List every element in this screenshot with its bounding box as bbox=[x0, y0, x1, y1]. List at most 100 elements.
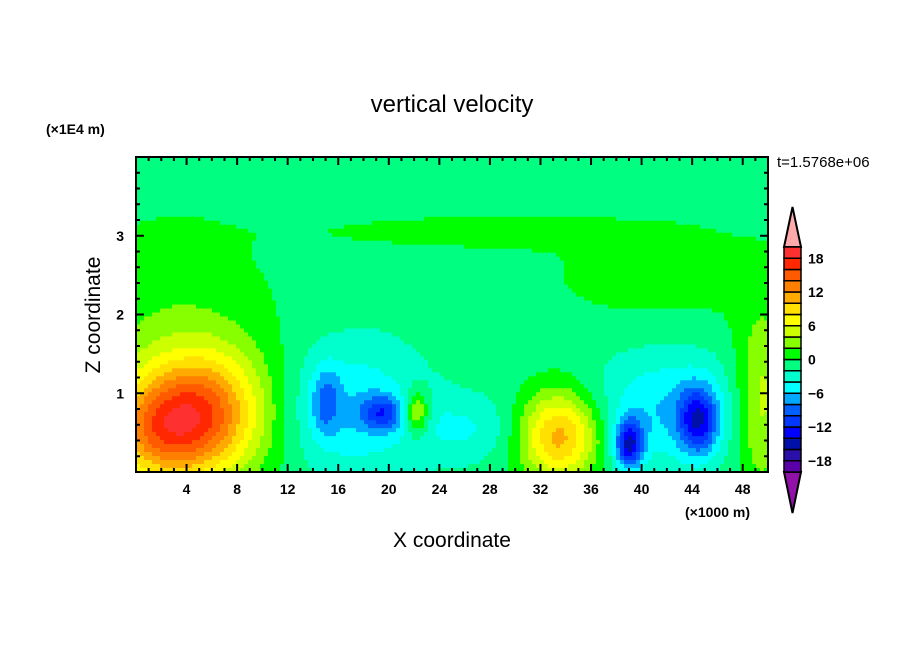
field-cell bbox=[296, 160, 301, 166]
field-cell bbox=[228, 196, 233, 202]
field-cell bbox=[256, 164, 261, 170]
field-cell bbox=[700, 276, 705, 282]
field-cell bbox=[220, 160, 225, 166]
field-cell bbox=[196, 240, 201, 246]
field-cell bbox=[240, 224, 245, 230]
field-cell bbox=[644, 244, 649, 250]
field-cell bbox=[288, 212, 293, 218]
field-cell bbox=[428, 248, 433, 254]
field-cell bbox=[736, 224, 741, 230]
field-cell bbox=[736, 216, 741, 222]
field-cell bbox=[180, 216, 185, 222]
field-cell bbox=[160, 256, 165, 262]
field-cell bbox=[376, 160, 381, 166]
field-cell bbox=[704, 168, 709, 174]
field-cell bbox=[748, 204, 753, 210]
field-cell bbox=[160, 164, 165, 170]
field-cell bbox=[424, 280, 429, 285]
field-cell bbox=[376, 260, 381, 266]
field-cell bbox=[504, 236, 509, 242]
field-cell bbox=[288, 168, 293, 174]
field-cell bbox=[636, 168, 641, 174]
field-cell bbox=[328, 232, 333, 238]
field-cell bbox=[716, 220, 721, 226]
field-cell bbox=[632, 204, 637, 210]
field-cell bbox=[408, 220, 413, 226]
field-cell bbox=[168, 244, 173, 250]
field-cell bbox=[564, 220, 569, 226]
field-cell bbox=[452, 236, 457, 242]
field-cell bbox=[388, 196, 393, 202]
field-cell bbox=[704, 184, 709, 190]
field-cell bbox=[496, 204, 501, 210]
field-cell bbox=[616, 256, 621, 262]
field-cell bbox=[444, 212, 449, 218]
field-cell bbox=[552, 208, 557, 214]
field-cell bbox=[148, 196, 153, 202]
field-cell bbox=[528, 268, 533, 274]
field-cell bbox=[164, 244, 169, 250]
field-cell bbox=[664, 188, 669, 194]
field-cell bbox=[676, 276, 681, 282]
field-cell bbox=[456, 216, 461, 222]
field-cell bbox=[388, 268, 393, 274]
field-cell bbox=[304, 176, 309, 182]
field-cell bbox=[748, 240, 753, 246]
field-cell bbox=[688, 204, 693, 210]
field-cell bbox=[448, 196, 453, 202]
field-cell bbox=[172, 220, 177, 226]
field-cell bbox=[172, 196, 177, 202]
field-cell bbox=[640, 228, 645, 234]
field-cell bbox=[508, 256, 513, 262]
field-cell bbox=[244, 168, 249, 174]
field-cell bbox=[496, 157, 501, 162]
field-cell bbox=[488, 216, 493, 222]
field-cell bbox=[272, 276, 277, 282]
field-cell bbox=[548, 272, 553, 278]
field-cell bbox=[708, 157, 713, 162]
field-cell bbox=[456, 252, 461, 258]
field-cell bbox=[592, 276, 597, 282]
field-cell bbox=[636, 276, 641, 282]
field-cell bbox=[372, 212, 377, 218]
field-cell bbox=[700, 176, 705, 182]
field-cell bbox=[404, 180, 409, 186]
field-cell bbox=[508, 248, 513, 254]
field-cell bbox=[728, 188, 733, 194]
field-cell bbox=[172, 228, 177, 234]
field-cell bbox=[180, 264, 185, 270]
field-cell bbox=[252, 168, 257, 174]
field-cell bbox=[472, 176, 477, 182]
field-cell bbox=[328, 272, 333, 278]
field-cell bbox=[280, 196, 285, 202]
field-cell bbox=[300, 240, 305, 246]
field-cell bbox=[624, 248, 629, 254]
field-cell bbox=[460, 256, 465, 262]
field-cell bbox=[220, 157, 225, 162]
field-cell bbox=[136, 172, 141, 178]
field-cell bbox=[312, 240, 317, 246]
field-cell bbox=[648, 176, 653, 182]
field-cell bbox=[136, 252, 141, 258]
field-cell bbox=[268, 252, 273, 258]
field-cell bbox=[260, 228, 265, 234]
field-cell bbox=[436, 220, 441, 226]
field-cell bbox=[280, 280, 285, 285]
field-cell bbox=[452, 200, 457, 206]
field-cell bbox=[208, 276, 213, 282]
field-cell bbox=[176, 280, 181, 285]
field-cell bbox=[268, 200, 273, 206]
field-cell bbox=[616, 276, 621, 282]
field-cell bbox=[220, 268, 225, 274]
field-cell bbox=[452, 176, 457, 182]
field-cell bbox=[436, 260, 441, 266]
field-cell bbox=[688, 160, 693, 166]
field-cell bbox=[684, 232, 689, 238]
field-cell bbox=[448, 252, 453, 258]
field-cell bbox=[424, 240, 429, 246]
field-cell bbox=[724, 157, 729, 162]
field-cell bbox=[280, 224, 285, 230]
field-cell bbox=[628, 248, 633, 254]
field-cell bbox=[284, 264, 289, 270]
field-cell bbox=[600, 204, 605, 210]
